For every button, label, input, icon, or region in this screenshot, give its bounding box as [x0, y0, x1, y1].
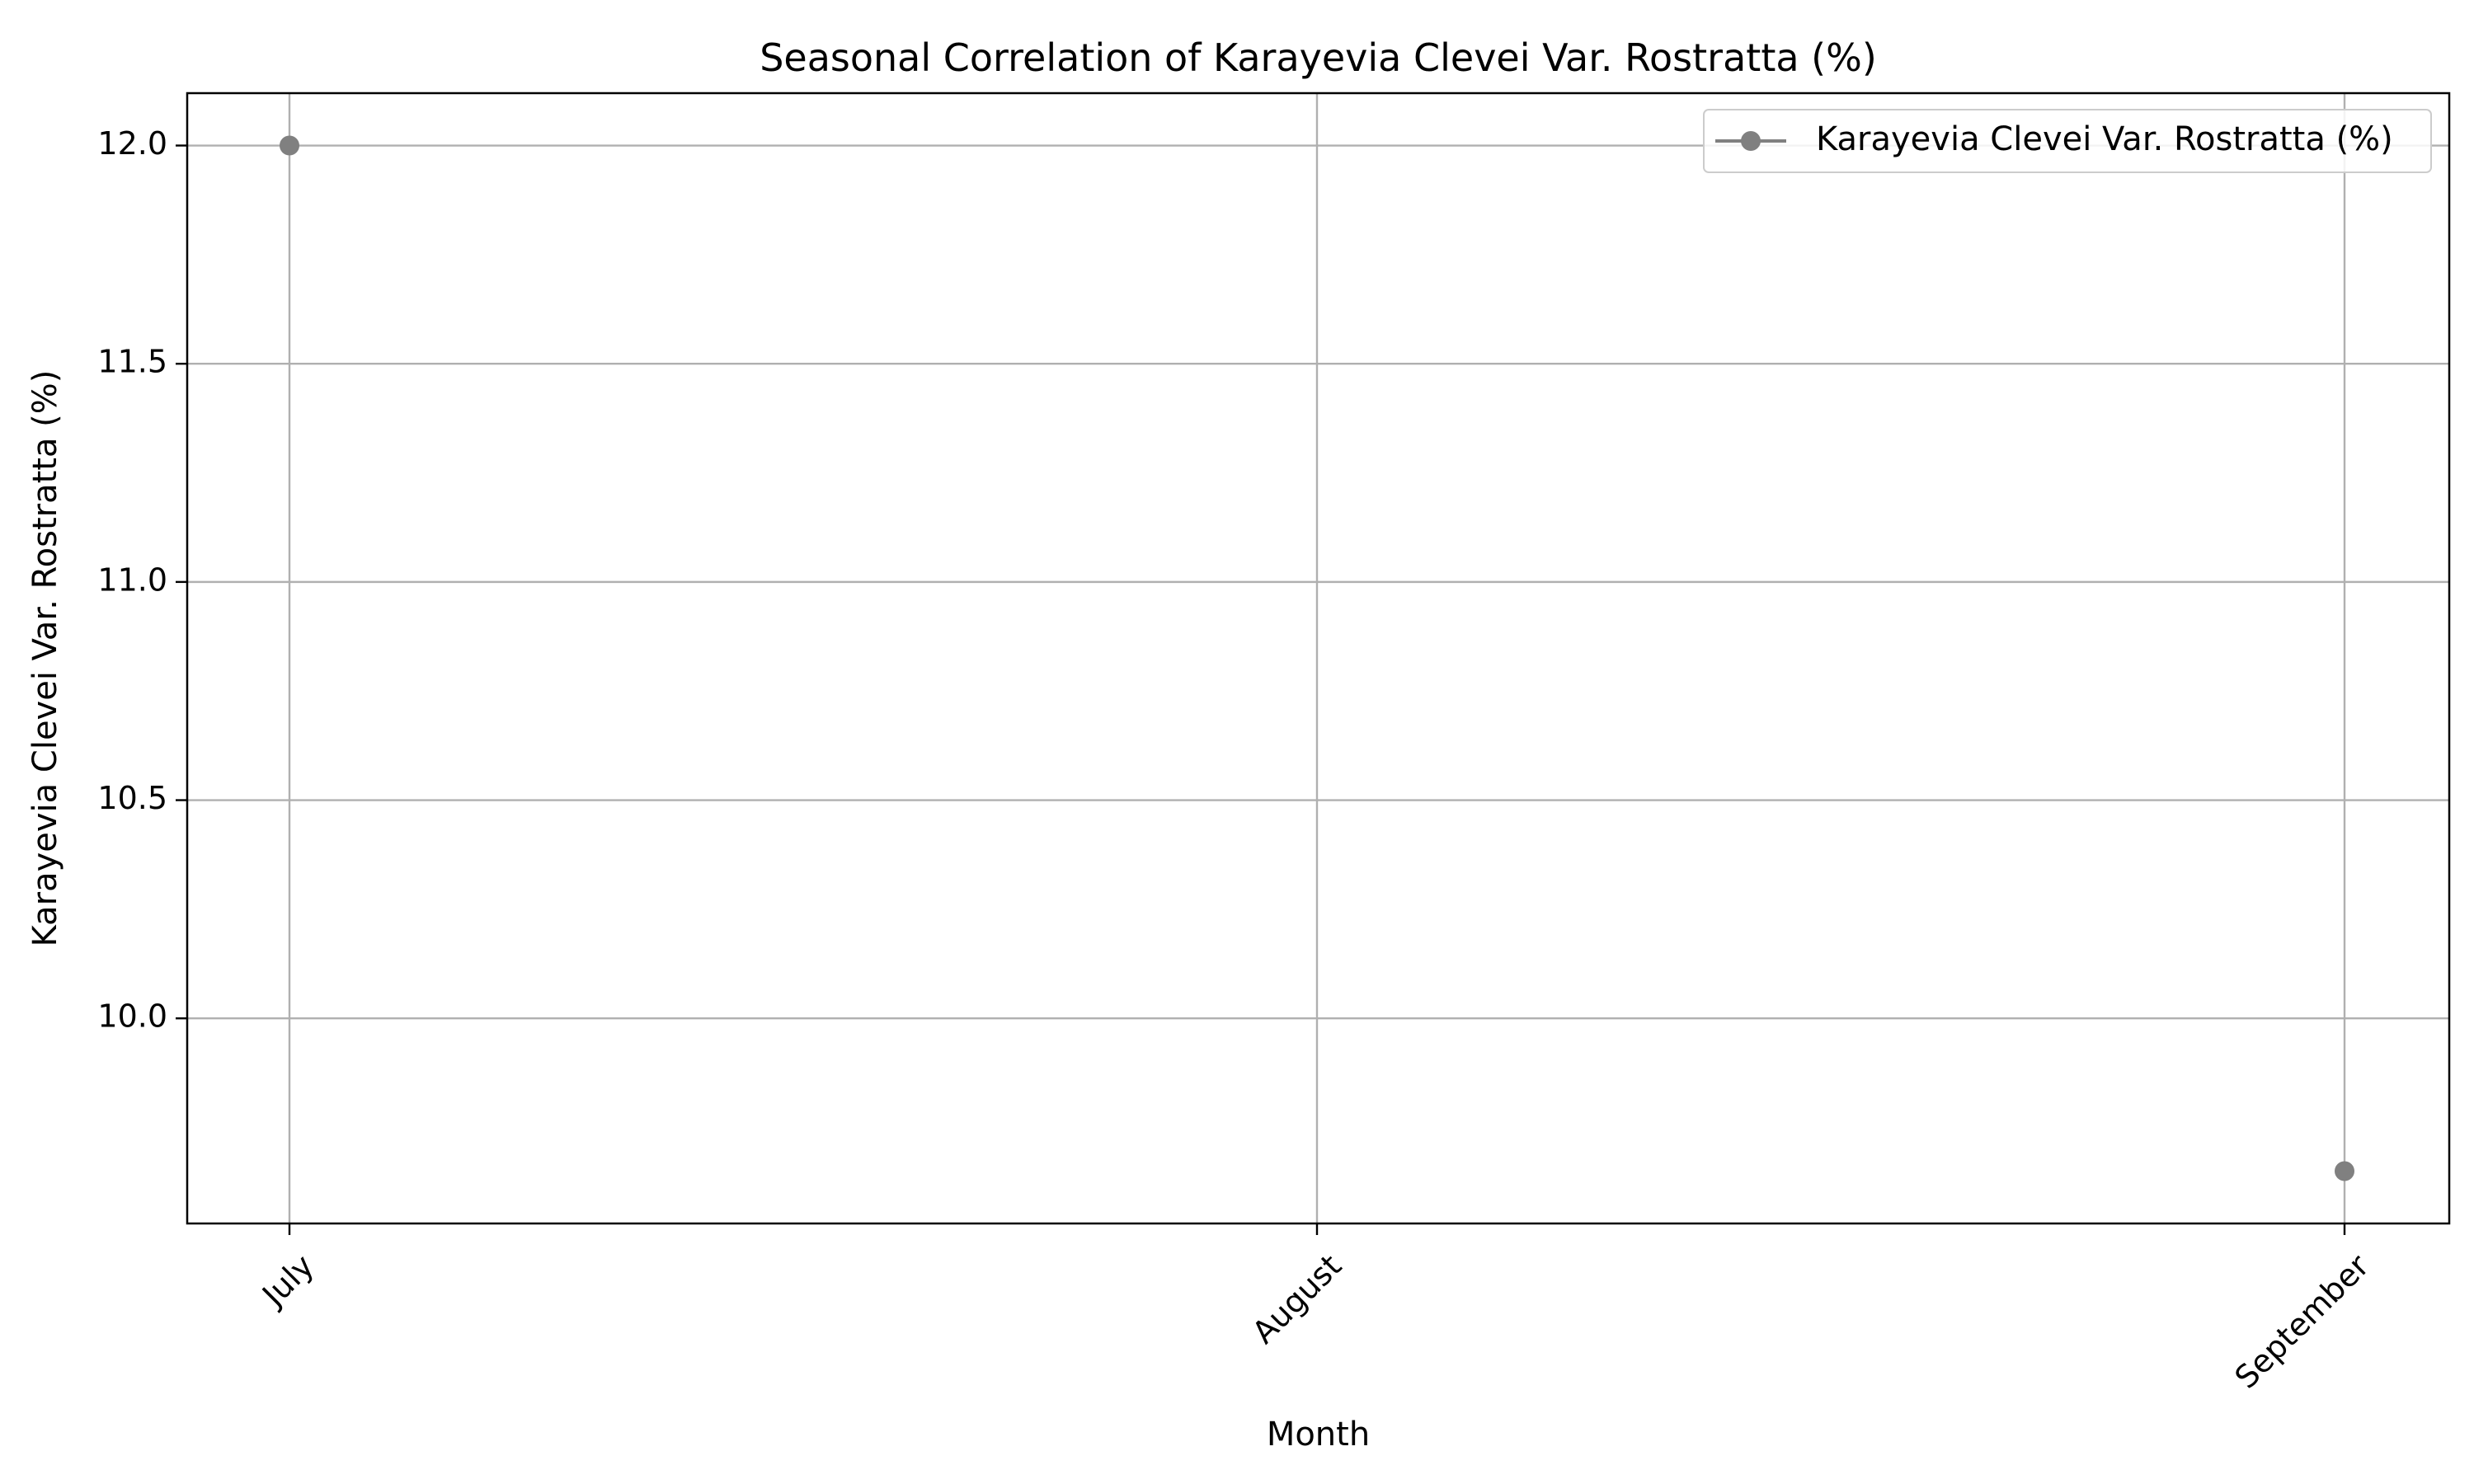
- legend-label: Karayevia Clevei Var. Rostratta (%): [1816, 120, 2393, 158]
- y-tick-label: 11.0: [97, 561, 167, 598]
- y-tick-label: 10.5: [97, 780, 167, 816]
- legend: Karayevia Clevei Var. Rostratta (%): [1703, 109, 2432, 173]
- y-tick-label: 11.5: [97, 344, 167, 380]
- x-tick-label: August: [1245, 1247, 1348, 1350]
- x-axis-label: Month: [1267, 1416, 1370, 1453]
- data-point: [280, 135, 299, 156]
- x-tick-label: July: [254, 1247, 321, 1314]
- x-tick-label: September: [2228, 1247, 2377, 1396]
- data-point: [2335, 1161, 2354, 1181]
- grid: [187, 93, 2449, 1223]
- x-axis: July August September: [254, 1223, 2376, 1396]
- legend-marker-swatch: [1741, 131, 1761, 151]
- y-tick-label: 12.0: [97, 125, 167, 162]
- y-axis: 10.0 10.5 11.0 11.5 12.0: [97, 125, 187, 1035]
- series: [280, 135, 2354, 1181]
- y-tick-label: 10.0: [97, 998, 167, 1035]
- chart-title: Seasonal Correlation of Karayevia Clevei…: [760, 35, 1877, 80]
- plot-area: [186, 92, 2451, 1225]
- legend-box: [1703, 109, 2432, 173]
- y-axis-label: Karayevia Clevei Var. Rostratta (%): [26, 370, 64, 947]
